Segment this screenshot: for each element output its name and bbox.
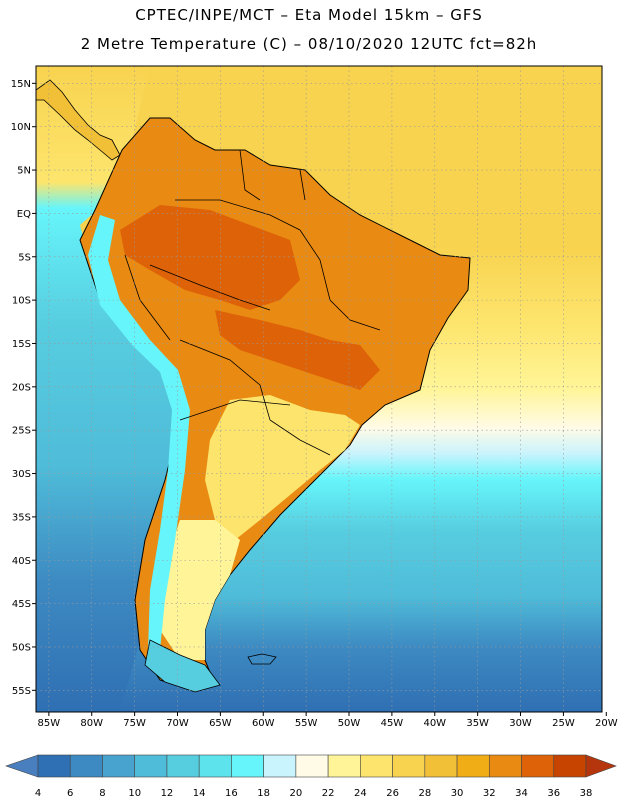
- legend-swatch: [553, 754, 587, 778]
- legend-tick-label: 32: [483, 788, 496, 799]
- legend-tick-label: 24: [354, 788, 367, 799]
- legend-swatch: [295, 754, 329, 778]
- legend-tick-label: 10: [128, 788, 141, 799]
- legend-tick-label: 14: [193, 788, 206, 799]
- lon-label: 85W: [38, 718, 61, 729]
- legend-swatch: [263, 754, 297, 778]
- lat-label: 20S: [12, 382, 31, 393]
- lon-label: 80W: [80, 718, 103, 729]
- legend-swatch: [102, 754, 136, 778]
- legend-tick-label: 36: [547, 788, 560, 799]
- legend-swatch: [327, 754, 361, 778]
- legend-tick-label: 12: [161, 788, 174, 799]
- lat-label: 40S: [12, 556, 31, 567]
- legend-arrow-low: [5, 754, 39, 778]
- legend-tick-label: 34: [515, 788, 528, 799]
- legend-tick-label: 6: [67, 788, 73, 799]
- lon-label: 20W: [595, 718, 618, 729]
- legend-swatch: [69, 754, 103, 778]
- lon-label: 75W: [123, 718, 146, 729]
- lon-label: 70W: [166, 718, 189, 729]
- falkland-islands: [247, 653, 277, 665]
- legend-tick-label: 26: [386, 788, 399, 799]
- legend-swatch: [198, 754, 232, 778]
- lat-label: 35S: [12, 512, 31, 523]
- legend-swatch: [521, 754, 555, 778]
- legend-tick-label: 8: [99, 788, 105, 799]
- lat-label: 30S: [12, 469, 31, 480]
- lat-label: 5S: [18, 252, 31, 263]
- lat-label: 25S: [12, 426, 31, 437]
- lat-label: 10S: [12, 296, 31, 307]
- lon-label: 35W: [466, 718, 489, 729]
- map-frame: [35, 65, 603, 713]
- legend-tick-label: 30: [451, 788, 464, 799]
- hot-core-amazon: [120, 205, 300, 310]
- lon-label: 55W: [295, 718, 318, 729]
- lat-label: 50S: [12, 642, 31, 653]
- lon-label: 60W: [252, 718, 275, 729]
- legend-swatch: [37, 754, 71, 778]
- patagonia-tip: [144, 639, 221, 693]
- legend-tick-label: 18: [257, 788, 270, 799]
- country-borders: [124, 149, 381, 456]
- longitude-labels: 85W 80W 75W 70W 65W 60W 55W 50W 45W 40W 35W 30W 25W 2…: [38, 718, 618, 729]
- lon-label: 25W: [552, 718, 575, 729]
- lon-label: 65W: [209, 718, 232, 729]
- cool-southern-cone: [160, 520, 240, 660]
- lon-label: 45W: [381, 718, 404, 729]
- legend-swatch: [360, 754, 393, 778]
- legend-tick-label: 38: [580, 788, 593, 799]
- legend-swatch: [392, 754, 426, 778]
- andes-cold-band: [88, 215, 190, 650]
- latitude-labels: 15N 10N 5N EQ 5S 10S 15S 20S 25S 30S 35S 40S 45S 50S 5…: [11, 79, 31, 697]
- color-legend: 4 6 8 10 12 14 16 18 20 22 24 26 28 30 32 34 36 38: [5, 754, 617, 799]
- legend-tick-label: 22: [322, 788, 335, 799]
- legend-tick-label: 4: [35, 788, 41, 799]
- lat-label: 45S: [12, 599, 31, 610]
- legend-tick-label: 20: [290, 788, 303, 799]
- lat-label: 5N: [17, 166, 31, 177]
- legend-tick-label: 16: [225, 788, 238, 799]
- map-area: [36, 66, 602, 712]
- legend-swatch: [488, 754, 522, 778]
- hot-core-central: [215, 310, 380, 390]
- legend-swatch: [456, 754, 490, 778]
- lat-label: EQ: [17, 209, 31, 220]
- central-america: [36, 79, 121, 161]
- lon-label: 30W: [509, 718, 532, 729]
- legend-arrow-high: [585, 754, 617, 778]
- legend-tick-label: 28: [418, 788, 431, 799]
- legend-swatch: [424, 754, 458, 778]
- lat-label: 10N: [11, 122, 31, 133]
- legend-swatch: [231, 754, 264, 778]
- lat-label: 15N: [11, 79, 31, 90]
- cooler-southeast: [205, 395, 360, 540]
- legend-swatch: [134, 754, 168, 778]
- title-line-1: CPTEC/INPE/MCT – Eta Model 15km – GFS: [135, 6, 483, 24]
- lon-label: 40W: [423, 718, 446, 729]
- title-line-2: 2 Metre Temperature (C) – 08/10/2020 12U…: [80, 35, 538, 53]
- lat-label: 15S: [12, 339, 31, 350]
- lat-label: 55S: [12, 686, 31, 697]
- legend-swatch: [166, 754, 200, 778]
- lon-label: 50W: [338, 718, 361, 729]
